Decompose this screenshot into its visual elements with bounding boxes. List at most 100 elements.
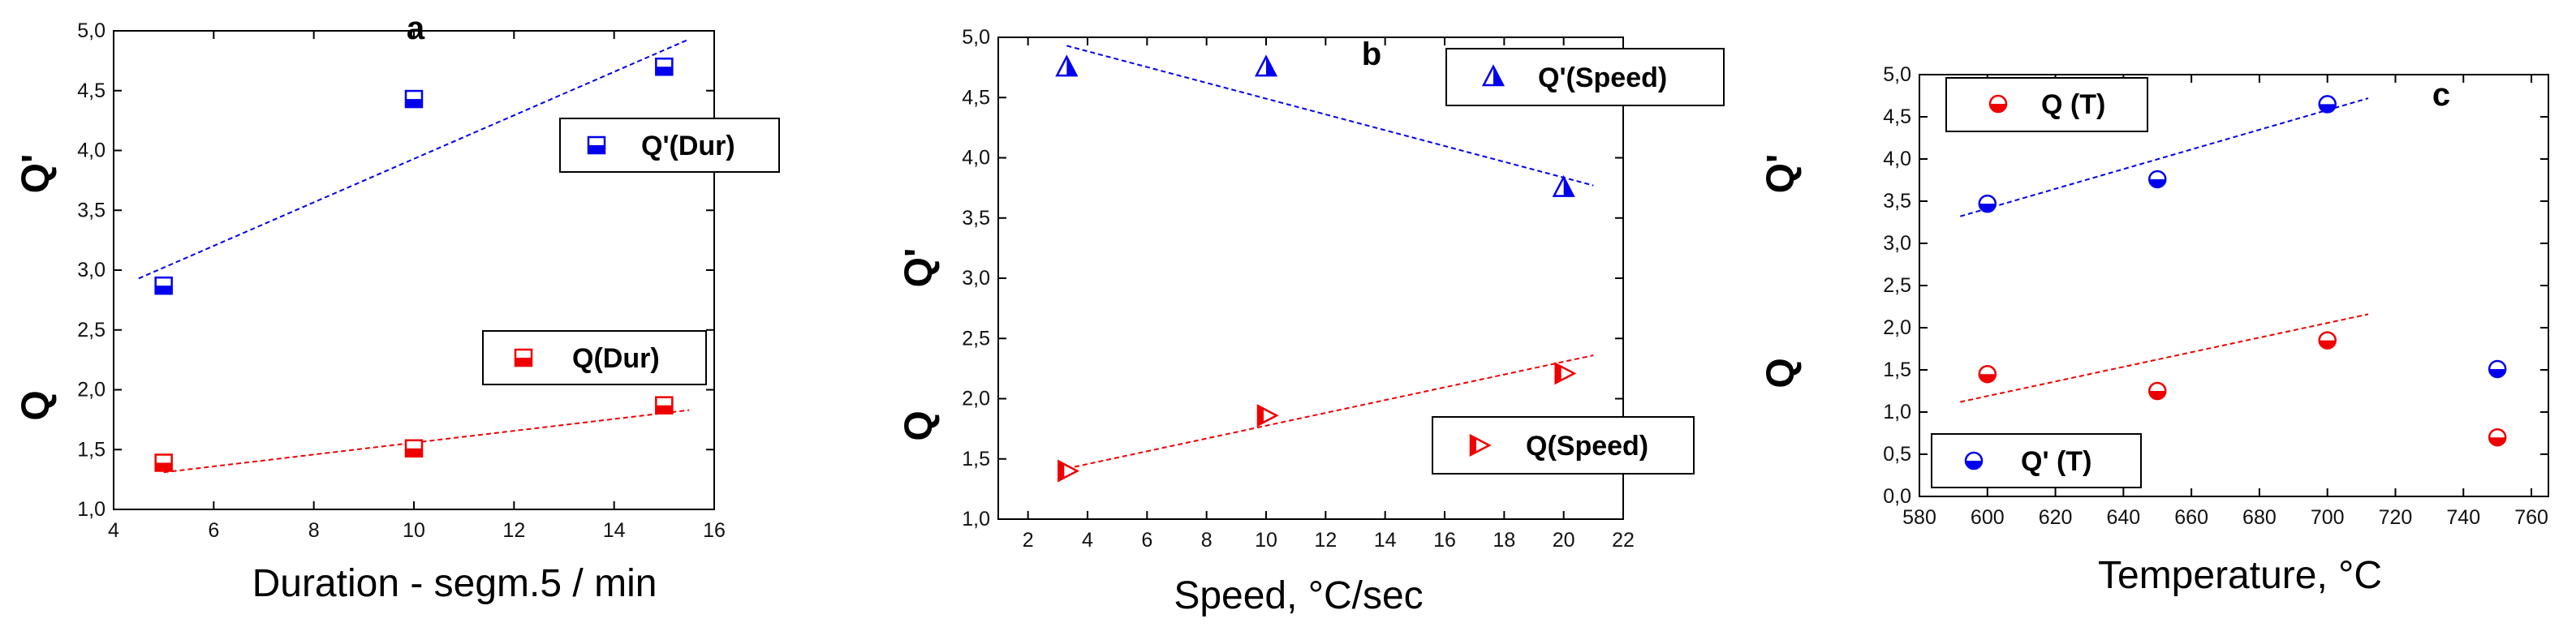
panel-c-series-0-point	[1978, 364, 1997, 384]
panel-b-xtick-label: 4	[1082, 529, 1093, 552]
panel-a-xtick-label: 4	[108, 519, 119, 542]
panel-b-legend-q-marker	[1469, 433, 1492, 457]
panel-a-legend-qprime-marker	[587, 135, 606, 155]
panel-c-xtick-label: 580	[1902, 506, 1936, 529]
panel-c-series-1-point	[2318, 95, 2337, 114]
panel-a-xtick-label: 8	[308, 519, 320, 542]
panel-b-series-0-point	[1254, 54, 1278, 77]
panel-c-xtick-label: 600	[1971, 506, 2005, 529]
panel-c-ylabel-bottom: Q	[1760, 358, 1803, 388]
panel-c-series-0-point	[2147, 381, 2167, 401]
panel-b-series-1-point	[1058, 459, 1080, 483]
panel-a-ytick-label: 1,5	[77, 438, 106, 461]
panel-a-legend-qprime-marker-glyph	[587, 135, 606, 155]
panel-c-legend-q-label: Q (T)	[2041, 89, 2105, 120]
panel-b-xtick-label: 18	[1493, 529, 1515, 552]
panel-a-x-ticks: 4 6 8 10 12 14 16	[108, 31, 726, 542]
panel-a-y-ticks: 1,0 1,5 2,0 2,5 3,0 3,5 4,0 4,5 5,0	[77, 19, 714, 521]
panel-a-ytick-label: 3,5	[77, 199, 106, 221]
panel-c-ytick-label: 4,5	[1883, 105, 1911, 128]
panel-c-legend-qprime: Q' (T)	[1931, 433, 2142, 488]
panel-a: 1,01,52,02,53,03,54,04,55,0 4 6 8 10 12 14 16 …	[15, 11, 780, 605]
panel-b-series-0-point	[1552, 174, 1575, 197]
panel-c-legend-q-marker-glyph	[1988, 94, 2008, 114]
panel-c-ylabel-top: Q'	[1760, 154, 1803, 194]
panel-c-ytick-label: 0,0	[1883, 485, 1911, 508]
panel-a-legend-q: Q(Dur)	[482, 330, 707, 385]
panel-c-fit-lines	[1959, 97, 2369, 403]
panel-a-ytick-label: 2,5	[77, 319, 106, 341]
panel-b-xtick-label: 16	[1433, 529, 1456, 552]
panel-c-xtick-label: 740	[2446, 506, 2480, 529]
panel-b-legend-q-label: Q(Speed)	[1526, 431, 1648, 462]
panel-c-xtick-label: 760	[2514, 506, 2548, 529]
panel-a-label: a	[407, 11, 425, 46]
panel-c-ytick-label: 5,0	[1883, 63, 1911, 86]
panel-c-xtick-label: 660	[2174, 506, 2208, 529]
panel-b-ytick-label: 2,0	[962, 388, 990, 410]
panel-a-legend-q-marker	[514, 348, 533, 367]
panel-a-series-1-point	[655, 396, 674, 414]
panel-a-series-0-fit-line	[138, 38, 690, 280]
panel-b-xlabel: Speed, °C/sec	[1174, 574, 1423, 617]
panel-a-ytick-label: 4,0	[77, 140, 106, 162]
panel-c-xtick-label: 680	[2242, 506, 2277, 529]
panel-c-ytick-label: 2,0	[1883, 316, 1911, 339]
panel-b-series-1-fit-line	[1066, 354, 1594, 470]
panel-b-series-0-fit-line	[1066, 45, 1594, 187]
panel-a-legend-qprime-label: Q'(Dur)	[641, 131, 735, 161]
panel-b-ylabel-top: Q'	[898, 248, 941, 288]
panel-a-series-0-point	[655, 58, 674, 76]
panel-b-xtick-label: 2	[1023, 529, 1034, 552]
panel-a-series-0-point	[404, 89, 424, 109]
panel-b-ylabel-bottom: Q	[898, 410, 941, 440]
panel-c-ytick-label: 1,0	[1883, 401, 1911, 423]
panel-c-series-1-point	[2488, 359, 2507, 379]
panel-b-xtick-label: 6	[1141, 529, 1152, 552]
panel-c-series-0-fit-line	[1960, 313, 2369, 403]
panel-c-legend-qprime-marker	[1964, 451, 1984, 470]
panel-a-xtick-label: 14	[603, 519, 626, 542]
panel-c-ytick-label: 0,5	[1883, 443, 1911, 466]
panel-b-legend-q-marker-glyph	[1469, 433, 1492, 457]
panel-b-legend-qprime: Q'(Speed)	[1445, 48, 1725, 106]
panel-c-xtick-label: 640	[2106, 506, 2140, 529]
panel-b-ytick-label: 4,0	[962, 147, 990, 170]
panel-b-legend-qprime-label: Q'(Speed)	[1538, 62, 1667, 93]
panel-a-xlabel: Duration - segm.5 / min	[252, 562, 657, 605]
panel-b-xtick-label: 10	[1255, 529, 1277, 552]
panel-b-series-0-point	[1055, 54, 1079, 77]
panel-b-data-points	[1055, 54, 1577, 483]
panel-b-legend-q: Q(Speed)	[1432, 416, 1695, 475]
panel-a-series-0-point	[154, 276, 173, 295]
panel-c-xtick-label: 720	[2379, 506, 2413, 529]
panel-b-legend-qprime-marker-glyph	[1481, 64, 1506, 87]
panel-a-xtick-label: 12	[502, 519, 525, 542]
panel-a-legend-q-label: Q(Dur)	[572, 343, 660, 374]
panel-a-series-1-point	[154, 453, 173, 472]
panel-a-legend-q-marker-glyph	[514, 348, 533, 367]
panel-b-ytick-label: 2,5	[962, 327, 990, 350]
panel-c-y-ticks: 0,0 0,5 1,0 1,5 2,0 2,5 3,0 3,5 4,0 4,5 5,0	[1883, 63, 2548, 508]
panel-c-xtick-label: 620	[2039, 506, 2073, 529]
panel-a-ytick-label: 3,0	[77, 259, 106, 281]
panel-a-ytick-label: 1,0	[77, 498, 106, 521]
panel-c-ytick-label: 2,5	[1883, 274, 1911, 297]
panel-c-series-0-point	[2488, 427, 2507, 447]
panel-c-series-1-fit-line	[1959, 97, 2369, 217]
panel-c-series-1-point	[2147, 170, 2167, 189]
panel-c-legend-qprime-marker-glyph	[1964, 451, 1984, 470]
panel-c-ytick-label: 4,0	[1883, 148, 1911, 170]
panel-c: 0,0 0,5 1,0 1,5 2,0 2,5 3,0 3,5 4,0 4,5 5,0 580 600…	[1760, 63, 2549, 597]
panel-b-legend-qprime-marker	[1481, 64, 1506, 87]
panel-c-x-ticks: 580 600 620 640 660 680 700 720 740 760	[1902, 75, 2548, 529]
panel-a-xtick-label: 16	[703, 519, 726, 542]
panel-c-series-1-point	[1978, 194, 1997, 213]
panel-b-ytick-label: 1,0	[962, 508, 990, 530]
panel-c-legend-qprime-label: Q' (T)	[2021, 446, 2091, 477]
panel-c-data-points	[1978, 95, 2507, 447]
panel-c-series-0-point	[2318, 331, 2337, 350]
panel-b-xtick-label: 22	[1612, 529, 1635, 552]
panel-b-ytick-label: 3,5	[962, 207, 990, 230]
panel-a-ytick-label: 4,5	[77, 79, 106, 102]
